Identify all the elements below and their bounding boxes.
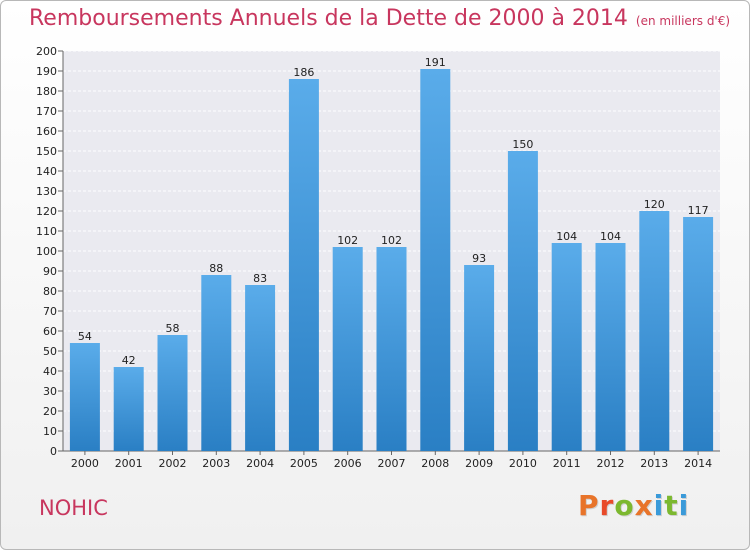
brand-letter: o	[614, 489, 635, 522]
y-tick-label: 60	[43, 325, 57, 338]
x-tick-label-2001: 2001	[115, 457, 143, 470]
y-tick-label: 90	[43, 265, 57, 278]
bar-2007	[376, 247, 407, 451]
bar-2003	[201, 275, 232, 451]
data-label-2002: 58	[166, 322, 180, 335]
data-label-2005: 186	[293, 66, 314, 79]
x-tick-label-2000: 2000	[71, 457, 99, 470]
bar-2002	[157, 335, 188, 451]
data-label-2008: 191	[425, 56, 446, 69]
brand-letter: t	[664, 489, 679, 522]
x-tick-label-2014: 2014	[684, 457, 712, 470]
y-tick-label: 40	[43, 365, 57, 378]
x-tick-label-2007: 2007	[378, 457, 406, 470]
chart-unit: (en milliers d'€)	[635, 14, 731, 28]
bar-2004	[245, 285, 276, 451]
data-label-2006: 102	[337, 234, 358, 247]
data-label-2009: 93	[472, 252, 486, 265]
data-label-2014: 117	[688, 204, 709, 217]
y-tick-label: 200	[36, 45, 57, 58]
brand-letter: P	[578, 489, 600, 522]
data-label-2012: 104	[600, 230, 621, 243]
y-tick-label: 30	[43, 385, 57, 398]
y-tick-label: 150	[36, 145, 57, 158]
data-label-2007: 102	[381, 234, 402, 247]
y-tick-label: 100	[36, 245, 57, 258]
x-tick-label-2013: 2013	[640, 457, 668, 470]
data-label-2001: 42	[122, 354, 136, 367]
x-tick-label-2002: 2002	[159, 457, 187, 470]
bar-2008	[420, 69, 451, 451]
brand-letter: i	[653, 489, 665, 522]
x-tick-label-2006: 2006	[334, 457, 362, 470]
x-tick-label-2011: 2011	[553, 457, 581, 470]
brand-logo: Proxiti	[578, 489, 689, 522]
y-tick-label: 180	[36, 85, 57, 98]
y-tick-label: 50	[43, 345, 57, 358]
y-tick-label: 160	[36, 125, 57, 138]
y-tick-label: 170	[36, 105, 57, 118]
data-label-2004: 83	[253, 272, 267, 285]
y-tick-label: 0	[50, 445, 57, 458]
data-label-2000: 54	[78, 330, 92, 343]
brand-letter: i	[678, 489, 690, 522]
data-label-2013: 120	[644, 198, 665, 211]
y-tick-label: 70	[43, 305, 57, 318]
bar-2012	[595, 243, 626, 451]
brand-letter: r	[599, 489, 615, 522]
bar-2000	[69, 343, 100, 451]
bar-2006	[332, 247, 363, 451]
data-label-2010: 150	[512, 138, 533, 151]
x-tick-label-2009: 2009	[465, 457, 493, 470]
y-tick-label: 140	[36, 165, 57, 178]
y-tick-label: 190	[36, 65, 57, 78]
bar-2011	[551, 243, 582, 451]
x-tick-label-2005: 2005	[290, 457, 318, 470]
y-tick-label: 110	[36, 225, 57, 238]
x-tick-label-2008: 2008	[421, 457, 449, 470]
y-tick-label: 120	[36, 205, 57, 218]
x-tick-label-2010: 2010	[509, 457, 537, 470]
y-tick-label: 80	[43, 285, 57, 298]
bar-2005	[288, 79, 319, 451]
bar-2013	[639, 211, 670, 451]
commune-name: NOHIC	[39, 496, 108, 520]
brand-letter: x	[634, 489, 654, 522]
data-label-2003: 88	[209, 262, 223, 275]
y-tick-label: 10	[43, 425, 57, 438]
bar-2009	[464, 265, 495, 451]
x-tick-label-2003: 2003	[202, 457, 230, 470]
x-tick-label-2012: 2012	[597, 457, 625, 470]
bar-2014	[683, 217, 714, 451]
bar-2010	[507, 151, 538, 451]
chart-title: Remboursements Annuels de la Dette de 20…	[29, 6, 730, 31]
x-tick-label-2004: 2004	[246, 457, 274, 470]
data-label-2011: 104	[556, 230, 577, 243]
y-tick-label: 20	[43, 405, 57, 418]
bar-2001	[113, 367, 144, 451]
chart-title-text: Remboursements Annuels de la Dette de 20…	[29, 6, 628, 31]
y-tick-label: 130	[36, 185, 57, 198]
